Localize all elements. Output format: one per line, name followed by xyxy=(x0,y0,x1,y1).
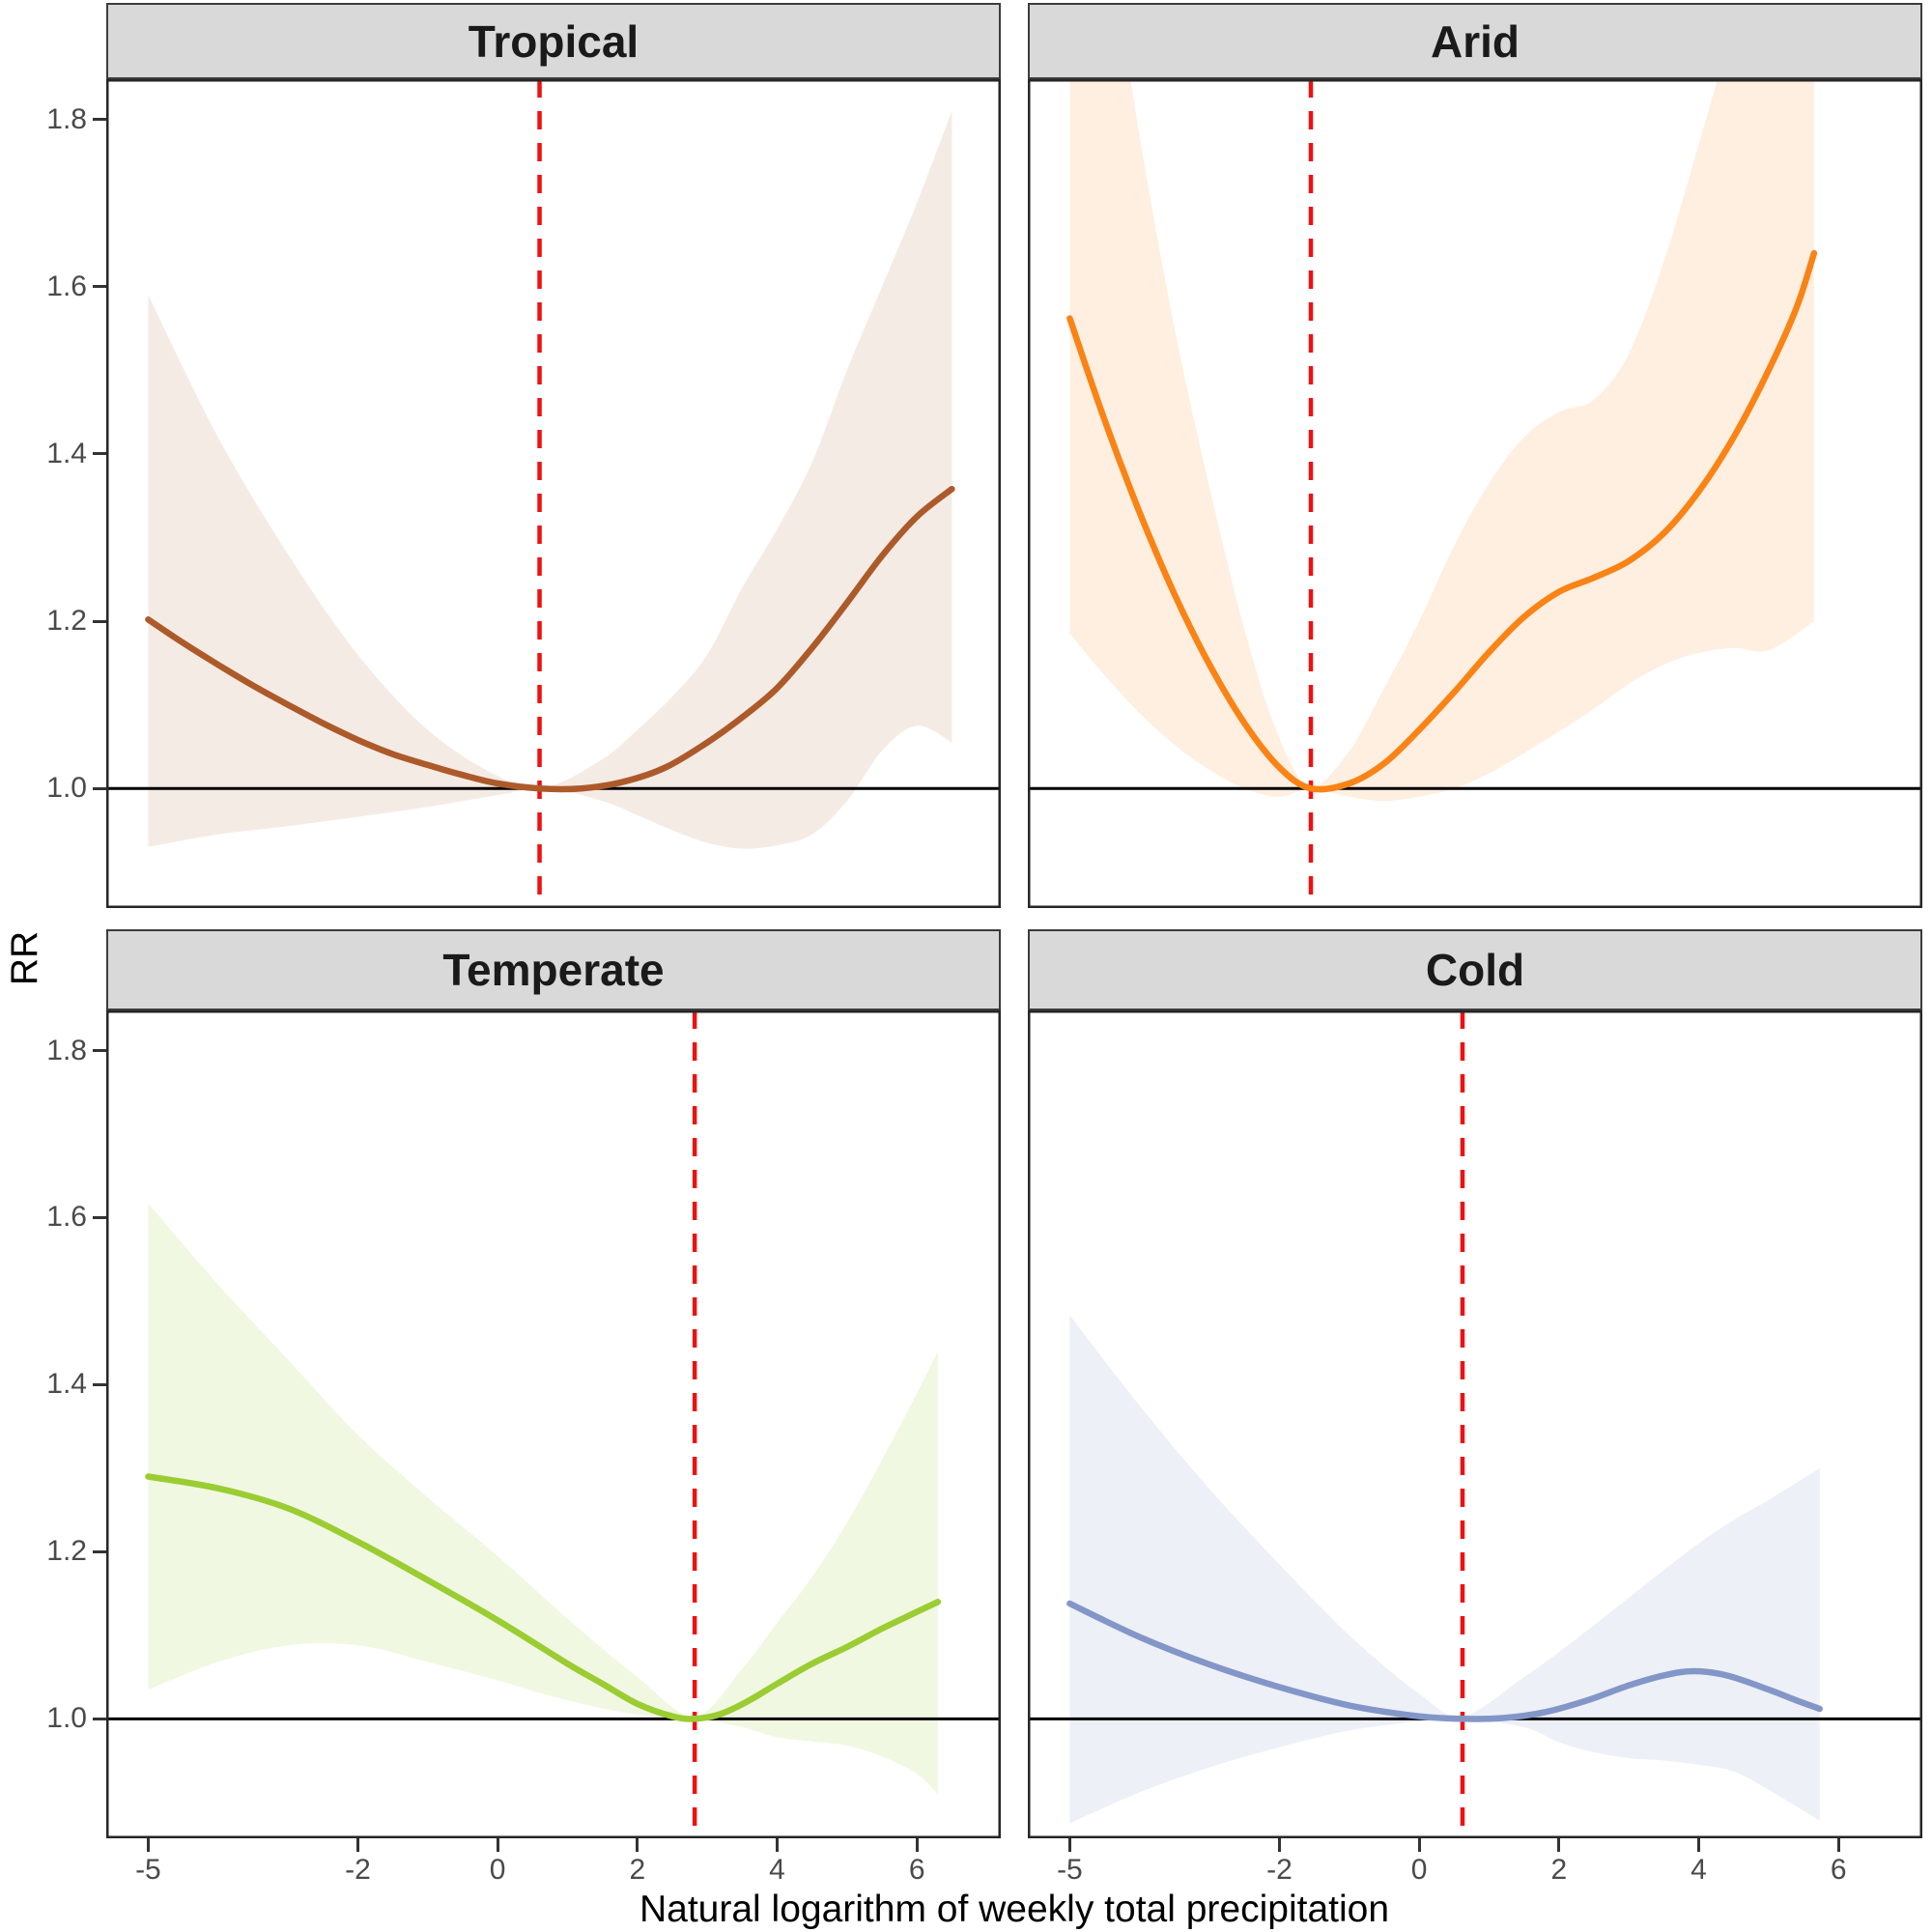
x-tick-mark xyxy=(146,1838,150,1852)
y-tick-mark xyxy=(93,118,106,122)
y-tick-label: 1.2 xyxy=(46,605,87,638)
facet-panel-cold: Cold xyxy=(1028,929,1922,1838)
facet-strip: Temperate xyxy=(106,929,1001,1010)
y-tick-mark xyxy=(93,1717,106,1720)
facet-panel-arid: Arid xyxy=(1028,3,1922,908)
y-tick-label: 1.2 xyxy=(46,1535,87,1568)
x-tick-label: -5 xyxy=(1057,1854,1083,1886)
x-tick-mark xyxy=(1557,1838,1561,1852)
plot-area-temperate xyxy=(106,1010,1001,1838)
plot-area-tropical xyxy=(106,79,1001,908)
facet-strip: Cold xyxy=(1028,929,1922,1010)
x-tick-mark xyxy=(496,1838,499,1852)
facet-strip: Arid xyxy=(1028,3,1922,79)
plot-area-arid xyxy=(1028,79,1922,908)
y-tick-label: 1.8 xyxy=(46,102,87,135)
x-tick-mark xyxy=(776,1838,779,1852)
x-tick-label: 6 xyxy=(1830,1854,1847,1886)
y-axis-title: RR xyxy=(4,930,45,986)
y-tick-mark xyxy=(93,619,106,623)
y-tick-label: 1.8 xyxy=(46,1034,87,1066)
x-tick-label: -5 xyxy=(135,1854,161,1886)
y-tick-label: 1.4 xyxy=(46,437,87,469)
y-tick-label: 1.0 xyxy=(46,772,87,805)
facet-panel-tropical: Tropical xyxy=(106,3,1001,908)
x-axis-title: Natural logarithm of weekly total precip… xyxy=(639,1889,1390,1930)
x-tick-mark xyxy=(355,1838,359,1852)
facet-title: Cold xyxy=(1425,945,1525,995)
confidence-ribbon xyxy=(148,1203,938,1795)
x-tick-label: 0 xyxy=(1410,1854,1428,1886)
y-tick-label: 1.0 xyxy=(46,1702,87,1735)
x-tick-label: 4 xyxy=(1690,1854,1707,1886)
y-tick-mark xyxy=(93,786,106,790)
y-tick-label: 1.6 xyxy=(46,270,87,302)
x-tick-label: -2 xyxy=(345,1854,371,1886)
x-tick-mark xyxy=(1417,1838,1421,1852)
x-tick-label: -2 xyxy=(1266,1854,1293,1886)
facet-strip: Tropical xyxy=(106,3,1001,79)
x-tick-mark xyxy=(915,1838,919,1852)
exposure-response-curve xyxy=(145,485,955,793)
x-tick-mark xyxy=(1697,1838,1700,1852)
x-tick-mark xyxy=(636,1838,639,1852)
y-tick-label: 1.6 xyxy=(46,1201,87,1234)
x-tick-mark xyxy=(1277,1838,1281,1852)
x-tick-label: 6 xyxy=(908,1854,925,1886)
x-tick-label: 2 xyxy=(1550,1854,1568,1886)
y-tick-mark xyxy=(93,285,106,289)
confidence-ribbon xyxy=(148,110,952,849)
x-tick-label: 4 xyxy=(769,1854,785,1886)
y-tick-mark xyxy=(93,1382,106,1386)
y-tick-mark xyxy=(93,1549,106,1553)
x-tick-mark xyxy=(1836,1838,1840,1852)
plot-area-cold xyxy=(1028,1010,1922,1838)
y-tick-mark xyxy=(93,452,106,456)
facet-panel-temperate: Temperate xyxy=(106,929,1001,1838)
y-tick-mark xyxy=(93,1215,106,1219)
facet-title: Temperate xyxy=(442,945,665,995)
exposure-response-curve xyxy=(1066,249,1818,793)
x-tick-mark xyxy=(1067,1838,1071,1852)
facet-title: Arid xyxy=(1431,15,1520,67)
confidence-ribbon xyxy=(1069,79,1814,802)
y-tick-mark xyxy=(93,1049,106,1052)
x-tick-label: 2 xyxy=(629,1854,646,1886)
confidence-ribbon xyxy=(1069,1315,1820,1824)
exposure-response-curve xyxy=(1066,1600,1823,1722)
x-tick-label: 0 xyxy=(489,1854,506,1886)
y-tick-label: 1.4 xyxy=(46,1368,87,1401)
facet-title: Tropical xyxy=(468,15,639,67)
exposure-response-curve xyxy=(145,1473,942,1722)
